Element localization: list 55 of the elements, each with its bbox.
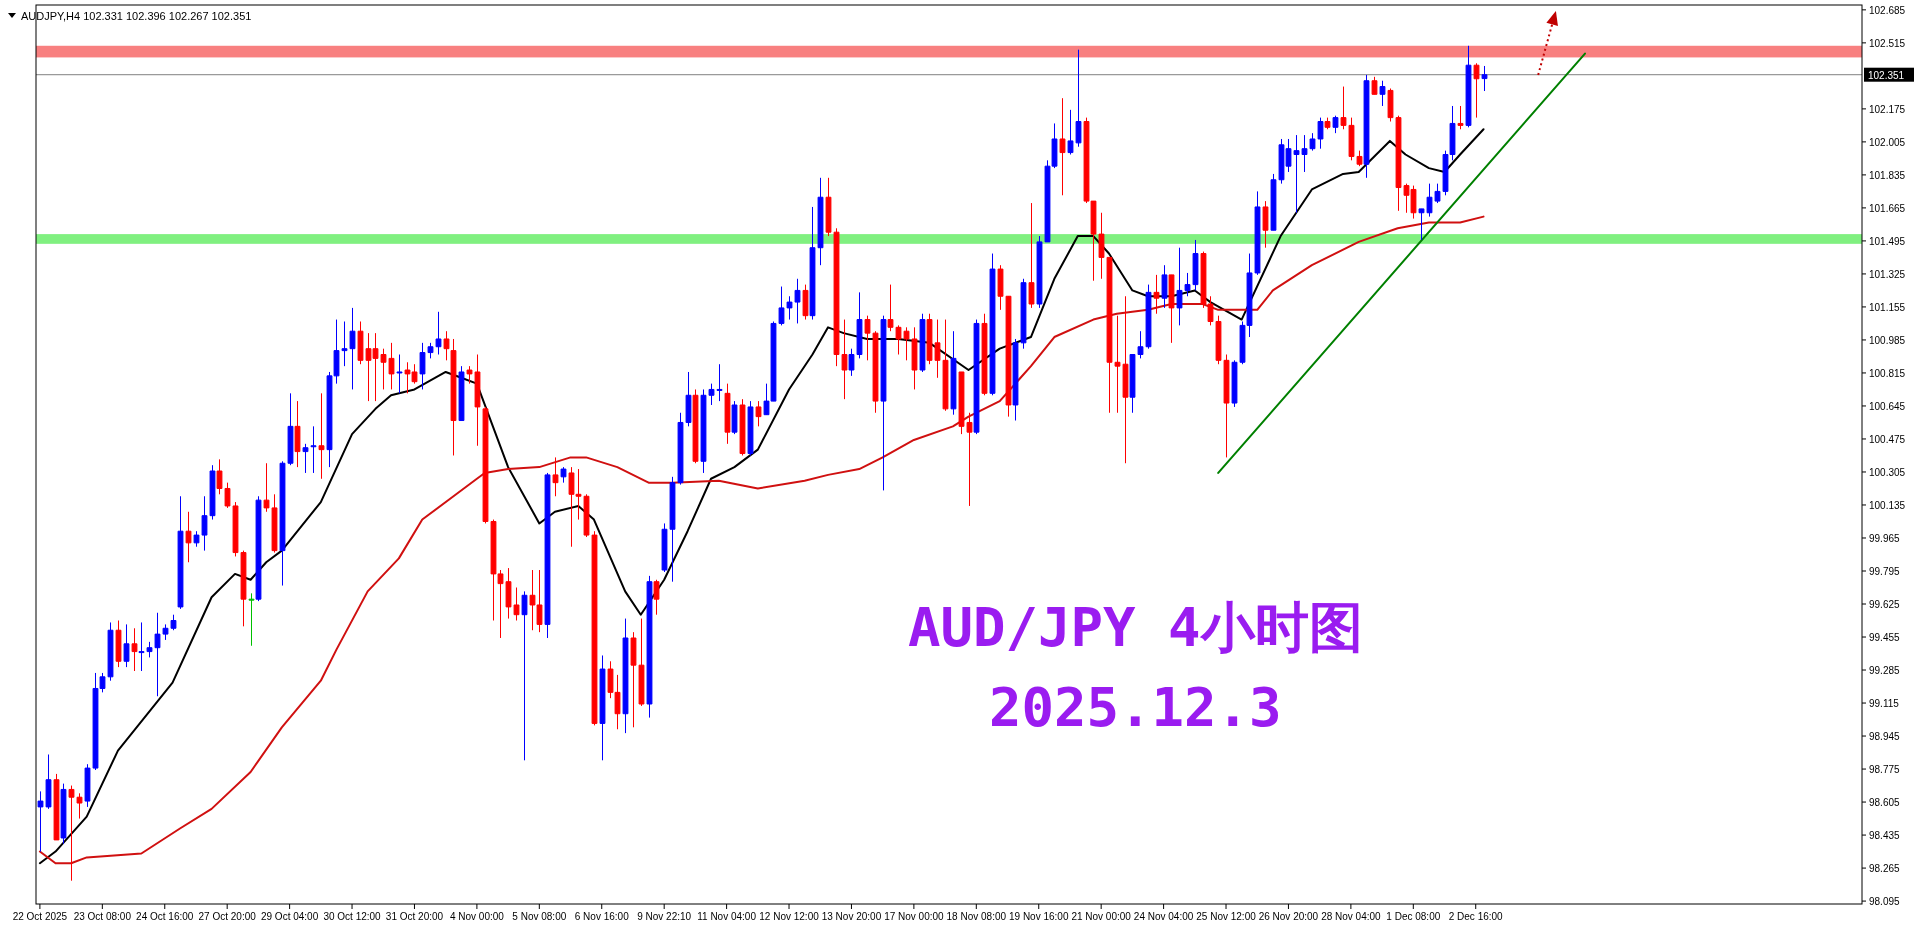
y-tick-label: 100.985 (1869, 334, 1906, 346)
x-tick-label: 30 Oct 12:00 (323, 911, 382, 922)
x-tick-label: 17 Nov 00:00 (884, 911, 945, 922)
ref-line-label: 102.351 (1868, 69, 1905, 81)
y-tick-label: 101.495 (1869, 235, 1906, 247)
x-tick-label: 2 Dec 16:00 (1448, 911, 1504, 922)
y-tick-label: 98.095 (1869, 896, 1901, 908)
x-tick-label: 21 Nov 00:00 (1071, 911, 1132, 922)
y-tick-label: 101.325 (1869, 268, 1906, 280)
x-tick-label: 13 Nov 20:00 (821, 911, 882, 922)
x-tick-label: 19 Nov 16:00 (1008, 911, 1069, 922)
x-tick-label: 11 Nov 04:00 (697, 911, 757, 922)
x-tick-label: 1 Dec 08:00 (1386, 911, 1441, 922)
x-tick-label: 9 Nov 22:10 (637, 911, 692, 922)
y-tick-label: 102.005 (1869, 136, 1906, 148)
y-tick-label: 98.775 (1869, 764, 1901, 776)
y-tick-label: 100.305 (1869, 466, 1906, 478)
x-tick-label: 26 Nov 20:00 (1258, 911, 1319, 922)
y-tick-label: 99.965 (1869, 532, 1901, 544)
y-tick-label: 101.835 (1869, 169, 1906, 181)
y-tick-label: 98.945 (1869, 731, 1901, 743)
x-tick-label: 24 Oct 16:00 (136, 911, 194, 922)
y-tick-label: 98.265 (1869, 863, 1901, 875)
annotation: AUDJPY,H4 102.331 102.396 102.267 102.351 (21, 10, 252, 22)
x-tick-label: 12 Nov 12:00 (759, 911, 820, 922)
y-tick-label: 99.285 (1869, 665, 1901, 677)
y-tick-label: 98.605 (1869, 797, 1901, 809)
y-tick-label: 99.115 (1869, 698, 1900, 710)
x-tick-label: 4 Nov 00:00 (449, 911, 505, 922)
y-tick-label: 99.455 (1869, 632, 1901, 644)
x-tick-label: 28 Nov 04:00 (1321, 911, 1382, 922)
y-tick-label: 100.135 (1869, 499, 1906, 511)
y-tick-label: 100.645 (1869, 400, 1906, 412)
x-tick-label: 6 Nov 16:00 (574, 911, 630, 922)
text: 2025.12.3 (988, 676, 1282, 739)
y-tick-label: 100.815 (1869, 367, 1906, 379)
y-tick-label: 102.515 (1869, 37, 1906, 49)
x-tick-label: 22 Oct 2025 (12, 911, 68, 922)
y-tick-label: 102.175 (1869, 103, 1906, 115)
y-tick-label: 102.685 (1869, 4, 1906, 16)
x-tick-label: 5 Nov 08:00 (512, 911, 567, 922)
y-tick-label: 99.625 (1869, 599, 1901, 611)
x-tick-label: 31 Oct 20:00 (385, 911, 444, 922)
y-tick-label: 101.665 (1869, 202, 1906, 214)
x-tick-label: 25 Nov 12:00 (1196, 911, 1257, 922)
y-tick-label: 99.795 (1869, 566, 1901, 577)
x-tick-label: 24 Nov 04:00 (1133, 911, 1194, 922)
y-tick-label: 101.155 (1869, 301, 1906, 313)
x-tick-label: 29 Oct 04:00 (260, 911, 319, 922)
x-tick-label: 27 Oct 20:00 (198, 911, 257, 922)
x-tick-label: 23 Oct 08:00 (73, 911, 132, 922)
y-tick-label: 98.435 (1869, 830, 1901, 842)
y-tick-label: 100.475 (1869, 433, 1906, 445)
x-tick-label: 18 Nov 08:00 (946, 911, 1007, 922)
text: AUD/JPY 4小时图 (907, 596, 1363, 659)
